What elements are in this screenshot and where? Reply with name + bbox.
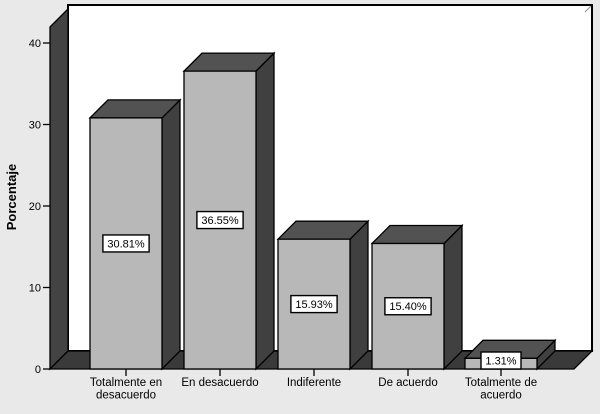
value-label-text: 36.55%: [201, 215, 239, 227]
value-label-box: [102, 234, 150, 253]
y-tick-label: 10: [29, 283, 41, 295]
value-label: 30.81%: [102, 234, 150, 253]
bar-side-face: [443, 223, 463, 371]
y-tick-label: 0: [35, 364, 41, 376]
value-label: 15.93%: [290, 294, 338, 314]
bar-1: [182, 51, 276, 371]
bar-side-face: [349, 219, 369, 371]
value-label-text: 30.81%: [107, 238, 145, 250]
bar-side-face: [255, 51, 275, 371]
category-label: Totalmente en desacuerdo: [90, 377, 162, 402]
axis-wall: [49, 7, 69, 371]
value-label: 36.55%: [196, 210, 244, 230]
value-label-text: 15.40%: [389, 301, 427, 313]
y-tick-label: 40: [29, 38, 41, 50]
value-label: 1.31%: [480, 351, 522, 370]
value-label: 15.40%: [384, 297, 432, 316]
category-label: En desacuerdo: [181, 377, 258, 389]
category-label: Indiferente: [287, 377, 341, 389]
panel-corner-bevel: [584, 5, 592, 13]
value-label-text: 15.93%: [295, 299, 333, 311]
value-label-box: [480, 351, 522, 370]
value-label-box: [196, 210, 244, 230]
bar-side-face: [161, 98, 181, 371]
bar-0: [88, 98, 182, 371]
category-label: De acuerdo: [378, 377, 437, 389]
value-label-box: [384, 297, 432, 316]
y-tick-label: 20: [29, 201, 41, 213]
y-axis-title: Porcentaje: [4, 164, 19, 230]
value-label-text: 1.31%: [485, 356, 516, 368]
category-label: Totalmente de acuerdo: [465, 377, 537, 402]
y-tick-label: 30: [29, 120, 41, 132]
value-label-box: [290, 294, 338, 314]
